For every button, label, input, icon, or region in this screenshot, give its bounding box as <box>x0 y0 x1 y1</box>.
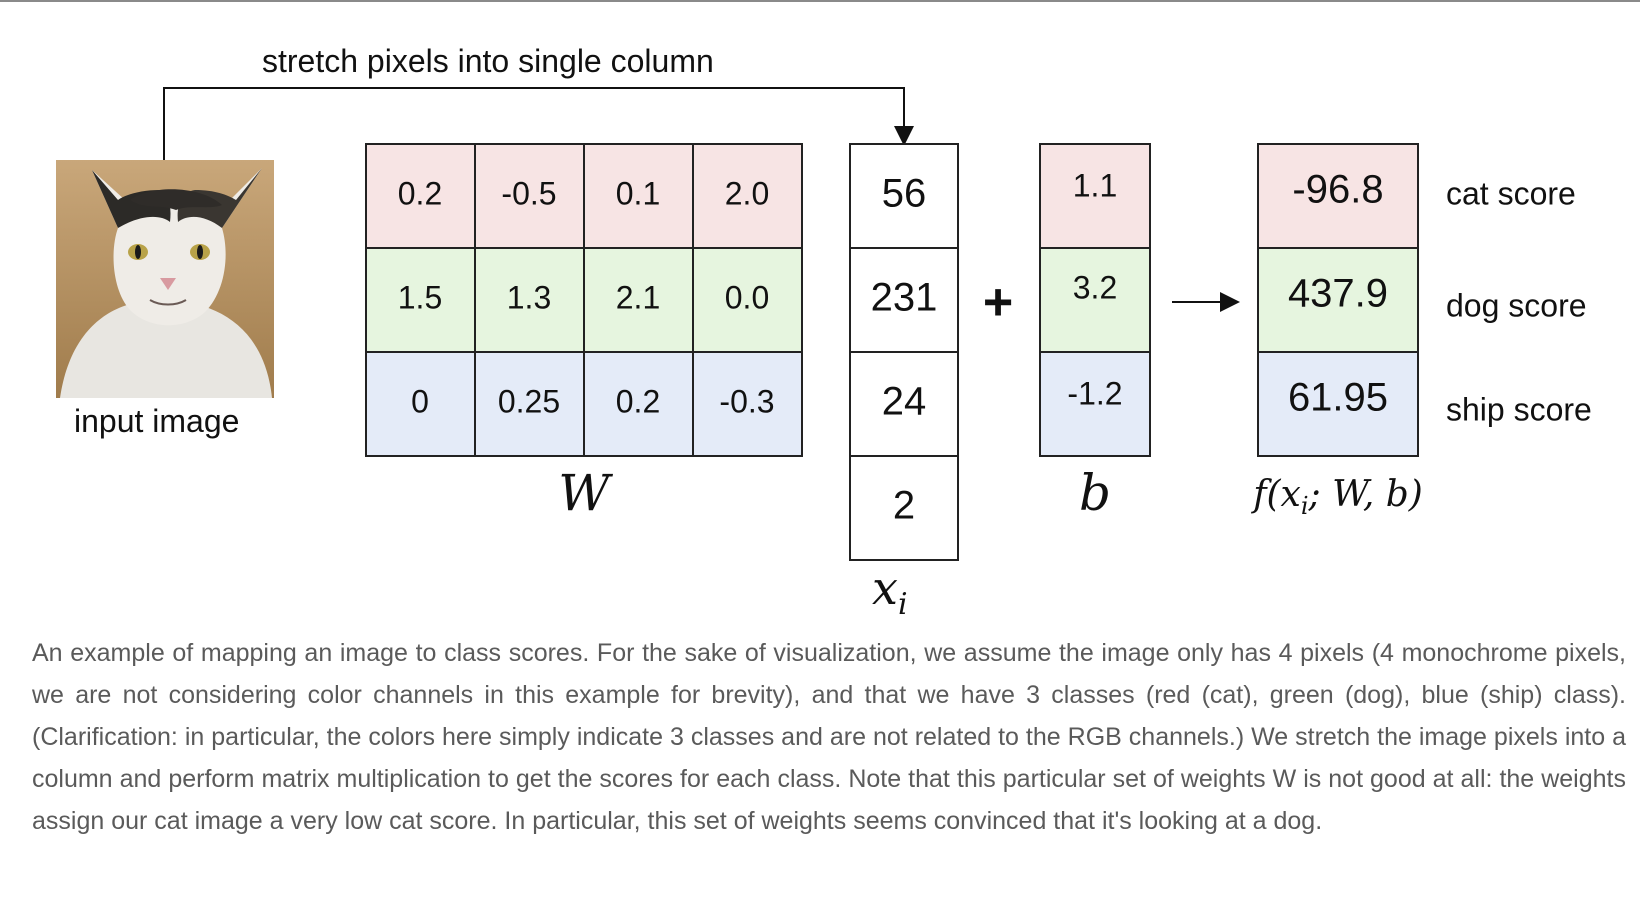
weight-cell: 0.2 <box>616 383 660 419</box>
pixel-value: 2 <box>893 484 915 528</box>
weight-cell: 2.0 <box>725 175 769 211</box>
plus-sign: + <box>983 274 1013 332</box>
figure-caption: An example of mapping an image to class … <box>32 639 1626 835</box>
weight-cell: 1.5 <box>398 279 442 315</box>
weight-cell: 0 <box>411 383 429 419</box>
pixel-value: 56 <box>882 172 927 216</box>
weight-cell: 2.1 <box>616 279 660 315</box>
input-vector-label: xi <box>872 561 908 620</box>
class-label-cat: cat score <box>1446 175 1576 211</box>
class-label-dog: dog score <box>1446 287 1587 323</box>
pixel-value: 231 <box>871 276 938 320</box>
weights-label: W <box>558 464 613 522</box>
input-image-label: input image <box>74 403 239 439</box>
scores-vector: -96.8 437.9 61.95 <box>1257 143 1419 457</box>
input-vector-subscript: i <box>898 587 908 620</box>
weights-matrix: 0.2 -0.5 0.1 2.0 1.5 1.3 2.1 0.0 0 0.25 … <box>365 143 803 457</box>
input-vector: 56 231 24 2 <box>849 143 959 561</box>
top-divider <box>0 0 1640 2</box>
weight-cell: 0.1 <box>616 175 660 211</box>
weight-cell: 1.3 <box>507 279 551 315</box>
weight-cell: 0.0 <box>725 279 769 315</box>
weight-cell: 0.2 <box>398 175 442 211</box>
stretch-arrow <box>163 87 914 160</box>
score-value: 61.95 <box>1288 376 1388 420</box>
weight-cell: 0.25 <box>498 383 560 419</box>
score-value: -96.8 <box>1292 168 1383 212</box>
bias-value: -1.2 <box>1067 375 1122 411</box>
score-function-label: f(xi; W, b) <box>1250 474 1423 520</box>
bias-label: b <box>1079 464 1111 522</box>
weight-cell: -0.3 <box>719 383 774 419</box>
linear-classifier-diagram: stretch pixels into single column input … <box>56 43 1592 620</box>
bias-value: 3.2 <box>1073 269 1117 305</box>
stretch-arrow-label: stretch pixels into single column <box>262 43 714 79</box>
score-value: 437.9 <box>1288 272 1388 316</box>
pixel-value: 24 <box>882 380 927 424</box>
class-label-ship: ship score <box>1446 391 1592 427</box>
cat-image <box>56 160 274 398</box>
bias-vector: 1.1 3.2 -1.2 <box>1039 143 1151 457</box>
weight-cell: -0.5 <box>501 175 556 211</box>
bias-value: 1.1 <box>1073 167 1117 203</box>
